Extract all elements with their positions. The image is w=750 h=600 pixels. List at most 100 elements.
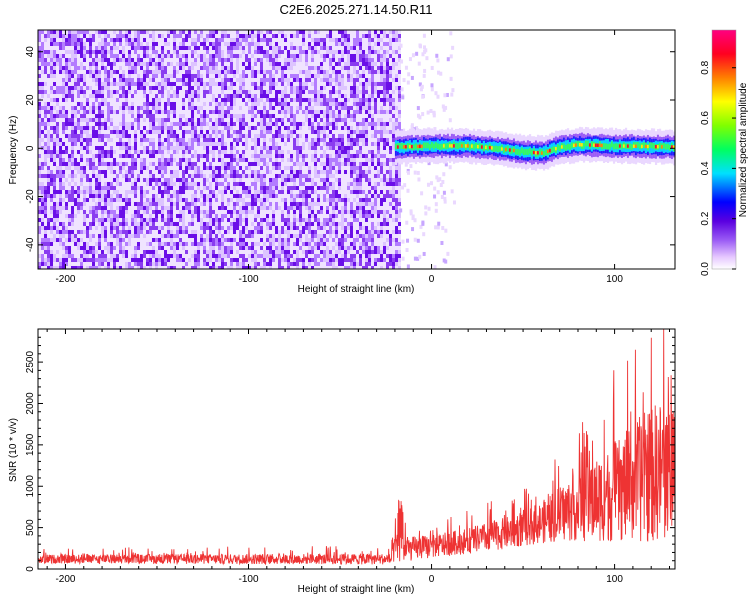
spectrogram-noise-cell: [206, 262, 209, 266]
spectrogram-noise-cell: [254, 166, 257, 170]
spectrogram-noise-cell: [140, 190, 143, 194]
spectrogram-noise-cell: [122, 242, 125, 246]
spectrogram-noise-cell: [170, 198, 173, 202]
spectrogram-noise-cell: [173, 254, 176, 258]
spectrogram-noise-cell: [176, 78, 179, 82]
spectrogram-noise-cell: [176, 222, 179, 226]
spectrogram-noise-cell: [161, 94, 164, 98]
spectrogram-noise-cell: [116, 250, 119, 254]
spectrogram-noise-cell: [68, 238, 71, 242]
spectrogram-noise-cell: [125, 142, 128, 146]
spectrogram-noise-cell: [218, 90, 221, 94]
spectrogram-noise-cell: [89, 238, 92, 242]
spectrogram-noise-cell: [122, 130, 125, 134]
spectrogram-noise-cell: [86, 146, 89, 150]
spectrogram-noise-cell: [206, 70, 209, 74]
spectrogram-noise-cell: [122, 90, 125, 94]
spectrogram-noise-cell: [137, 218, 140, 222]
spectrogram-noise-cell: [110, 170, 113, 174]
spectrogram-noise-cell: [188, 34, 191, 38]
spectrogram-noise-cell: [197, 102, 200, 106]
spectrogram-noise-cell: [206, 110, 209, 114]
spectrogram-noise-cell: [122, 150, 125, 154]
spectrogram-noise-cell: [128, 198, 131, 202]
spectrogram-noise-cell: [44, 70, 47, 74]
spectrogram-noise-cell: [248, 266, 251, 269]
spectrogram-noise-cell: [263, 122, 266, 126]
spectrogram-noise-cell: [194, 30, 197, 34]
spectrogram-noise-cell: [65, 86, 68, 90]
spectrogram-noise-cell: [212, 258, 215, 262]
spectrogram-noise-cell: [68, 134, 71, 138]
spectrogram-noise-cell: [155, 262, 158, 266]
spectrogram-noise-cell: [89, 154, 92, 158]
spectrogram-noise-cell: [131, 94, 134, 98]
spectrogram-noise-cell: [155, 250, 158, 254]
spectrogram-noise-cell: [236, 170, 239, 174]
spectrogram-noise-cell: [161, 258, 164, 262]
spectrogram-noise-cell: [77, 202, 80, 206]
spectrogram-noise-cell: [86, 42, 89, 46]
spectrogram-noise-cell: [125, 82, 128, 86]
spectrogram-noise-cell: [221, 150, 224, 154]
spectrogram-noise-cell: [284, 114, 287, 118]
spectrogram-noise-cell: [122, 142, 125, 146]
spectrogram-noise-cell: [197, 266, 200, 269]
spectrogram-noise-cell: [122, 70, 125, 74]
spectrogram-noise-cell: [236, 266, 239, 269]
spectrogram-noise-cell: [140, 94, 143, 98]
spectrogram-noise-cell: [239, 190, 242, 194]
spectrogram-noise-cell: [221, 86, 224, 90]
spectrogram-noise-cell: [68, 98, 71, 102]
spectrogram-noise-cell: [236, 202, 239, 206]
spectrogram-noise-cell: [167, 182, 170, 186]
spectrogram-noise-cell: [110, 206, 113, 210]
spectrogram-noise-cell: [41, 70, 44, 74]
spectrogram-noise-cell: [83, 210, 86, 214]
spectrogram-noise-cell: [164, 194, 167, 198]
spectrogram-noise-cell: [266, 86, 269, 90]
spectrogram-noise-cell: [266, 30, 269, 34]
spectrogram-noise-cell: [89, 34, 92, 38]
spectrogram-noise-cell: [272, 62, 275, 66]
spectrogram-noise-cell: [146, 98, 149, 102]
spectrogram-noise-cell: [134, 218, 137, 222]
spectrogram-noise-cell: [272, 38, 275, 42]
spectrogram-noise-cell: [95, 94, 98, 98]
spectrogram-noise-cell: [281, 246, 284, 250]
spectrogram-noise-cell: [86, 46, 89, 50]
spectrogram-noise-cell: [95, 202, 98, 206]
spectrogram-noise-cell: [251, 234, 254, 238]
spectrogram-noise-cell: [269, 214, 272, 218]
spectrogram-noise-cell: [128, 226, 131, 230]
spectrogram-noise-cell: [182, 174, 185, 178]
spectrogram-noise-cell: [137, 62, 140, 66]
spectrogram-noise-cell: [197, 174, 200, 178]
spectrogram-noise-cell: [92, 218, 95, 222]
spectrogram-noise-cell: [113, 190, 116, 194]
spectrogram-noise-cell: [137, 114, 140, 118]
spectrogram-noise-cell: [284, 222, 287, 226]
spectrogram-noise-cell: [176, 218, 179, 222]
spectrogram-noise-cell: [254, 218, 257, 222]
spectrogram-noise-cell: [65, 154, 68, 158]
spectrogram-noise-cell: [146, 82, 149, 86]
spectrogram-noise-cell: [266, 250, 269, 254]
spectrogram-noise-cell: [89, 266, 92, 269]
spectrogram-noise-cell: [107, 262, 110, 266]
spectrogram-noise-cell: [158, 262, 161, 269]
spectrogram-noise-cell: [251, 202, 254, 206]
spectrogram-noise-cell: [104, 46, 107, 50]
spectrogram-noise-cell: [275, 238, 278, 242]
spectrogram-noise-cell: [239, 74, 242, 78]
spectrogram-noise-cell: [92, 110, 95, 114]
spectrogram-noise-cell: [245, 66, 248, 70]
spectrogram-noise-cell: [50, 210, 53, 214]
spectrogram-noise-cell: [236, 102, 239, 106]
spectrogram-noise-cell: [182, 242, 185, 246]
spectrogram-noise-cell: [197, 202, 200, 206]
spectrogram-noise-cell: [173, 94, 176, 98]
spectrogram-noise-cell: [263, 246, 266, 250]
spectrogram-noise-cell: [59, 98, 62, 102]
spectrogram-noise-cell: [116, 90, 119, 94]
